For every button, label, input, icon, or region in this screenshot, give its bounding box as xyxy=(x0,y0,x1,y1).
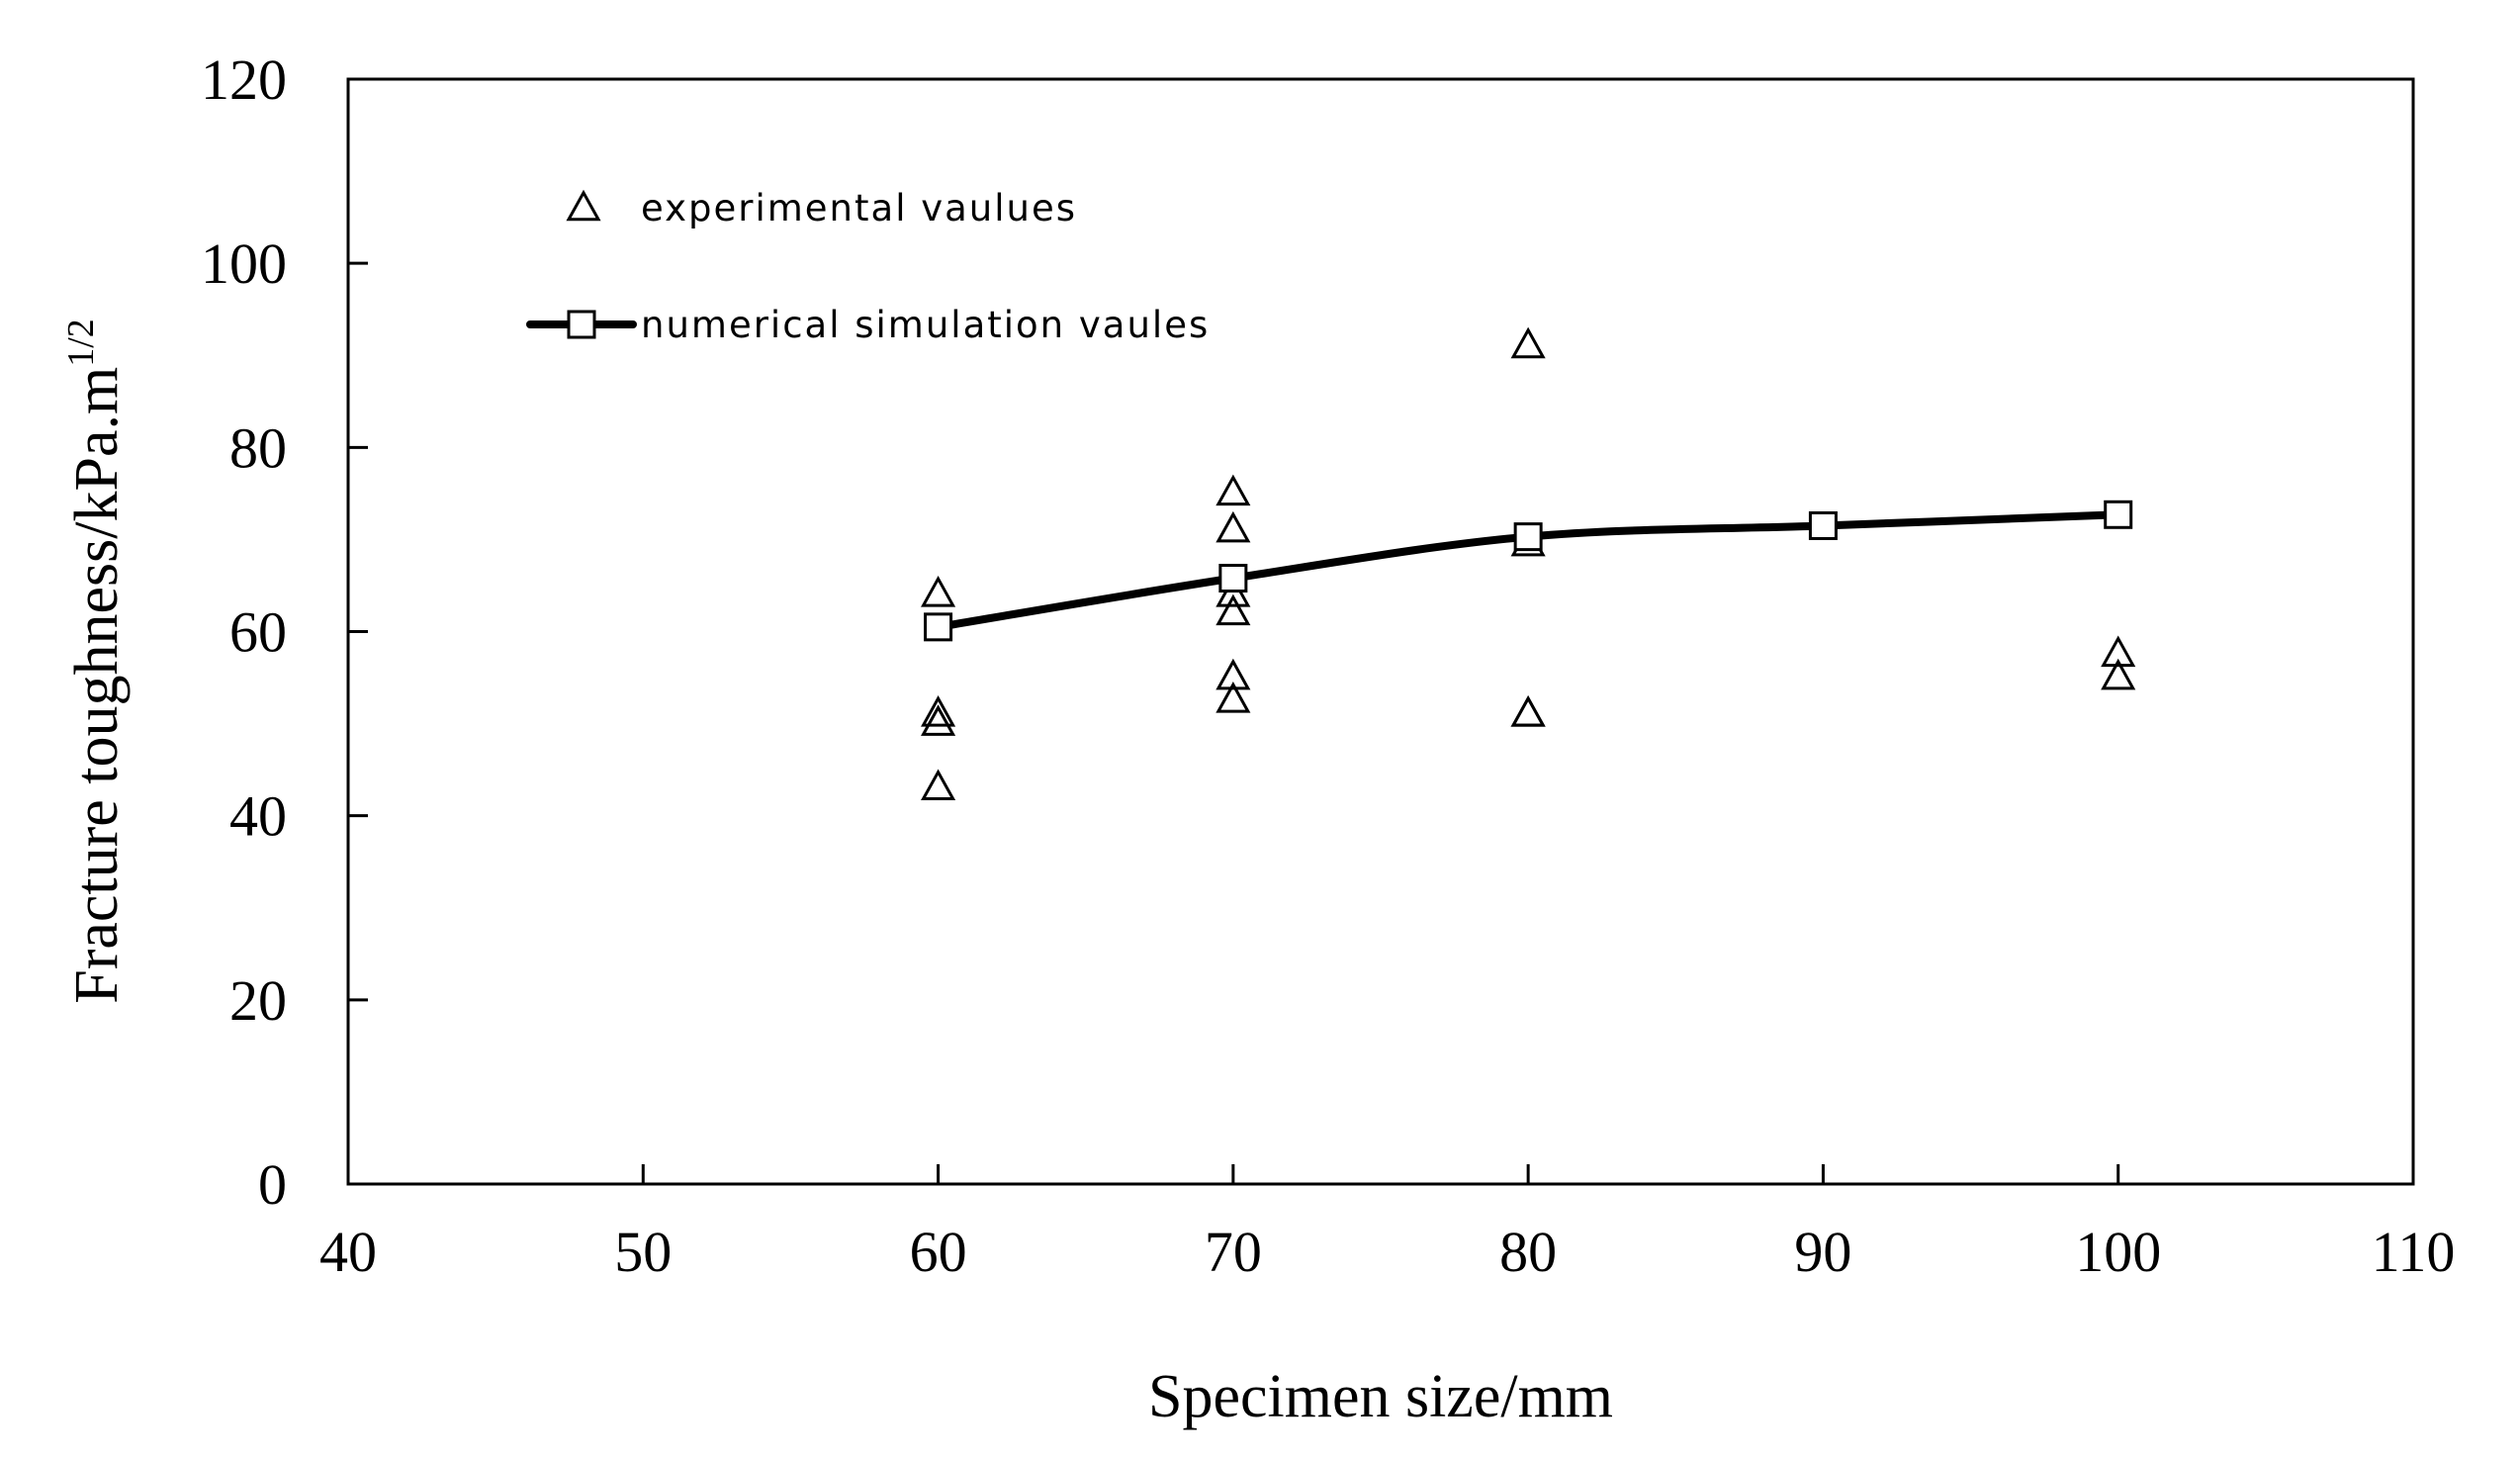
experimental-point-2 xyxy=(921,704,956,736)
simulation-point-2 xyxy=(1513,522,1543,552)
legend-label-experimental: experimental vaulues xyxy=(641,187,1077,229)
experimental-point-14 xyxy=(2101,635,2136,668)
experimental-point-9 xyxy=(1215,682,1251,713)
y-tick-label-0: 0 xyxy=(258,1152,287,1217)
y-tick-label-60: 60 xyxy=(229,600,287,665)
y-axis-title: Fracture toughness/kPa.m1/2 xyxy=(60,319,131,1004)
y-tick-label-120: 120 xyxy=(201,47,287,112)
experimental-point-1 xyxy=(921,694,956,727)
simulation-point-0 xyxy=(924,612,953,642)
experimental-point-5 xyxy=(1215,510,1251,543)
x-tick-label-80: 80 xyxy=(1499,1220,1557,1284)
simulation-point-4 xyxy=(2104,500,2133,529)
legend-square-icon xyxy=(567,310,596,339)
x-tick-label-60: 60 xyxy=(910,1220,967,1284)
legend-item-simulation: numerical simulation vaules xyxy=(526,304,1210,346)
y-axis-title-main: Fracture toughness/kPa.m xyxy=(63,367,131,1004)
experimental-point-15 xyxy=(2101,658,2136,690)
y-tick-label-40: 40 xyxy=(229,784,287,849)
experimental-point-8 xyxy=(1215,658,1251,690)
simulation-point-3 xyxy=(1808,510,1838,540)
experimental-point-4 xyxy=(1215,474,1251,506)
x-tick-label-40: 40 xyxy=(319,1220,377,1284)
x-tick-label-110: 110 xyxy=(2372,1220,2456,1284)
y-axis-title-superscript: 1/2 xyxy=(60,319,102,367)
experimental-point-3 xyxy=(921,769,956,801)
experimental-point-12 xyxy=(1510,694,1546,727)
y-tick-label-80: 80 xyxy=(229,415,287,480)
plot-frame xyxy=(346,77,2415,1186)
x-tick-label-100: 100 xyxy=(2075,1220,2161,1284)
x-axis-ticks: 40 50 60 70 80 90 100 110 xyxy=(319,1164,2455,1284)
experimental-point-7 xyxy=(1215,593,1251,626)
experimental-point-13 xyxy=(1510,694,1546,727)
x-axis-title: Specimen size/mm xyxy=(1148,1363,1613,1430)
x-tick-label-90: 90 xyxy=(1794,1220,1851,1284)
y-tick-label-20: 20 xyxy=(229,968,287,1033)
y-tick-label-100: 100 xyxy=(201,231,287,296)
experimental-point-0 xyxy=(921,575,956,607)
x-tick-label-50: 50 xyxy=(614,1220,672,1284)
y-axis-ticks: 0 20 40 60 80 100 120 xyxy=(201,47,368,1217)
series-layer xyxy=(921,326,2136,801)
legend: experimental vaulues numerical simulatio… xyxy=(526,187,1210,346)
legend-item-experimental: experimental vaulues xyxy=(566,187,1077,229)
simulation-point-1 xyxy=(1218,564,1248,593)
legend-label-simulation: numerical simulation vaules xyxy=(641,304,1210,346)
legend-triangle-icon xyxy=(566,189,601,222)
x-tick-label-70: 70 xyxy=(1205,1220,1262,1284)
experimental-point-10 xyxy=(1510,326,1546,359)
